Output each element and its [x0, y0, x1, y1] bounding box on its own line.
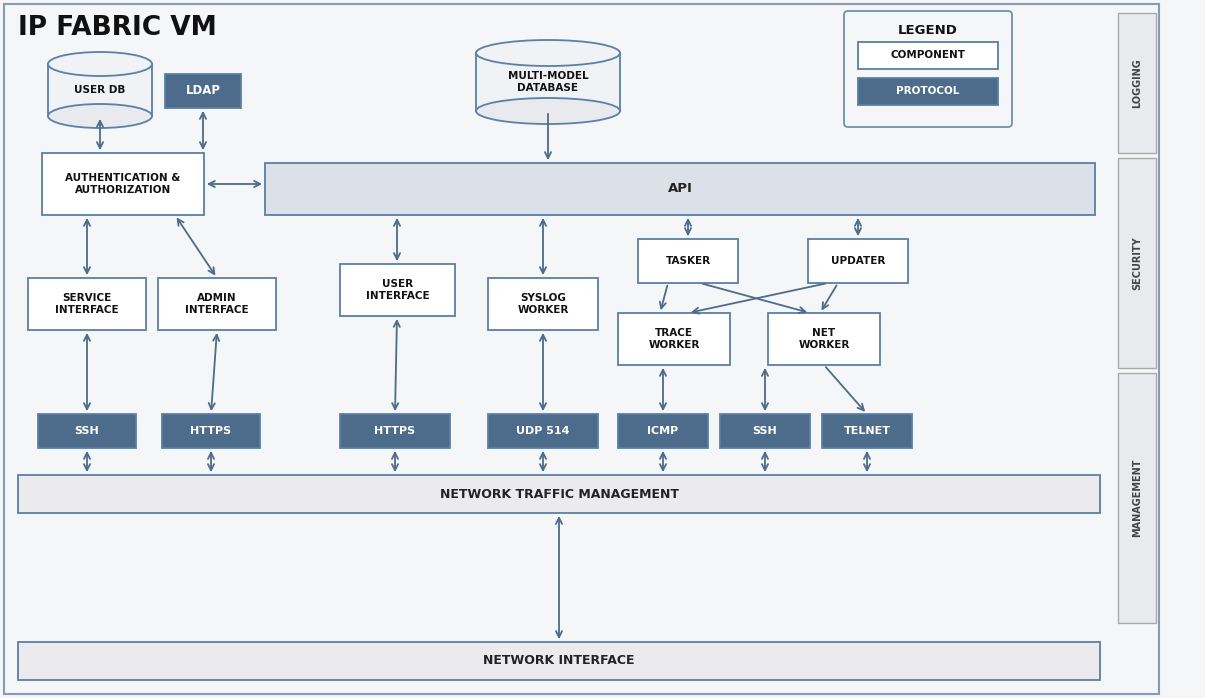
Text: LOGGING: LOGGING: [1131, 58, 1142, 108]
Text: HTTPS: HTTPS: [375, 426, 416, 436]
Ellipse shape: [476, 40, 621, 66]
Text: NET
WORKER: NET WORKER: [798, 327, 850, 350]
Text: UPDATER: UPDATER: [830, 256, 886, 266]
FancyBboxPatch shape: [18, 475, 1100, 513]
FancyBboxPatch shape: [822, 414, 912, 448]
FancyBboxPatch shape: [809, 239, 909, 283]
FancyBboxPatch shape: [721, 414, 810, 448]
FancyBboxPatch shape: [768, 313, 880, 365]
Text: MULTI-MODEL
DATABASE: MULTI-MODEL DATABASE: [507, 70, 588, 94]
Text: NETWORK TRAFFIC MANAGEMENT: NETWORK TRAFFIC MANAGEMENT: [440, 487, 678, 500]
FancyBboxPatch shape: [165, 74, 241, 108]
Text: TRACE
WORKER: TRACE WORKER: [648, 327, 700, 350]
Text: ICMP: ICMP: [647, 426, 678, 436]
FancyBboxPatch shape: [161, 414, 260, 448]
Text: COMPONENT: COMPONENT: [890, 50, 965, 61]
FancyBboxPatch shape: [858, 42, 998, 69]
Text: HTTPS: HTTPS: [190, 426, 231, 436]
FancyBboxPatch shape: [18, 642, 1100, 680]
FancyBboxPatch shape: [1118, 373, 1156, 623]
Text: LEGEND: LEGEND: [898, 24, 958, 38]
FancyBboxPatch shape: [39, 414, 136, 448]
Text: SSH: SSH: [75, 426, 99, 436]
Bar: [49, 65, 151, 115]
Text: TASKER: TASKER: [665, 256, 711, 266]
Text: MANAGEMENT: MANAGEMENT: [1131, 459, 1142, 537]
FancyBboxPatch shape: [844, 11, 1012, 127]
Ellipse shape: [48, 104, 152, 128]
FancyBboxPatch shape: [28, 278, 146, 330]
Text: PROTOCOL: PROTOCOL: [897, 87, 959, 96]
Text: AUTHENTICATION &
AUTHORIZATION: AUTHENTICATION & AUTHORIZATION: [65, 172, 181, 195]
FancyBboxPatch shape: [340, 264, 455, 316]
Text: API: API: [668, 182, 693, 195]
Text: USER
INTERFACE: USER INTERFACE: [365, 279, 429, 302]
Text: SYSLOG
WORKER: SYSLOG WORKER: [517, 292, 569, 315]
FancyBboxPatch shape: [158, 278, 276, 330]
FancyBboxPatch shape: [618, 313, 730, 365]
FancyBboxPatch shape: [488, 414, 598, 448]
FancyBboxPatch shape: [488, 278, 598, 330]
FancyBboxPatch shape: [340, 414, 449, 448]
Ellipse shape: [476, 98, 621, 124]
Bar: [48, 64, 152, 116]
FancyBboxPatch shape: [42, 153, 204, 215]
Bar: [476, 53, 621, 111]
Text: LDAP: LDAP: [186, 84, 221, 98]
FancyBboxPatch shape: [637, 239, 737, 283]
FancyBboxPatch shape: [1118, 158, 1156, 368]
Text: SECURITY: SECURITY: [1131, 236, 1142, 290]
Text: UDP 514: UDP 514: [516, 426, 570, 436]
FancyBboxPatch shape: [858, 78, 998, 105]
FancyBboxPatch shape: [1118, 13, 1156, 153]
FancyBboxPatch shape: [4, 4, 1159, 694]
Text: SSH: SSH: [753, 426, 777, 436]
Text: USER DB: USER DB: [75, 85, 125, 95]
Ellipse shape: [48, 52, 152, 76]
FancyBboxPatch shape: [265, 163, 1095, 215]
Text: IP FABRIC VM: IP FABRIC VM: [18, 15, 217, 41]
Text: NETWORK INTERFACE: NETWORK INTERFACE: [483, 655, 635, 667]
Text: SERVICE
INTERFACE: SERVICE INTERFACE: [55, 292, 119, 315]
FancyBboxPatch shape: [618, 414, 709, 448]
Text: TELNET: TELNET: [844, 426, 890, 436]
Text: ADMIN
INTERFACE: ADMIN INTERFACE: [186, 292, 248, 315]
Bar: [477, 54, 619, 110]
